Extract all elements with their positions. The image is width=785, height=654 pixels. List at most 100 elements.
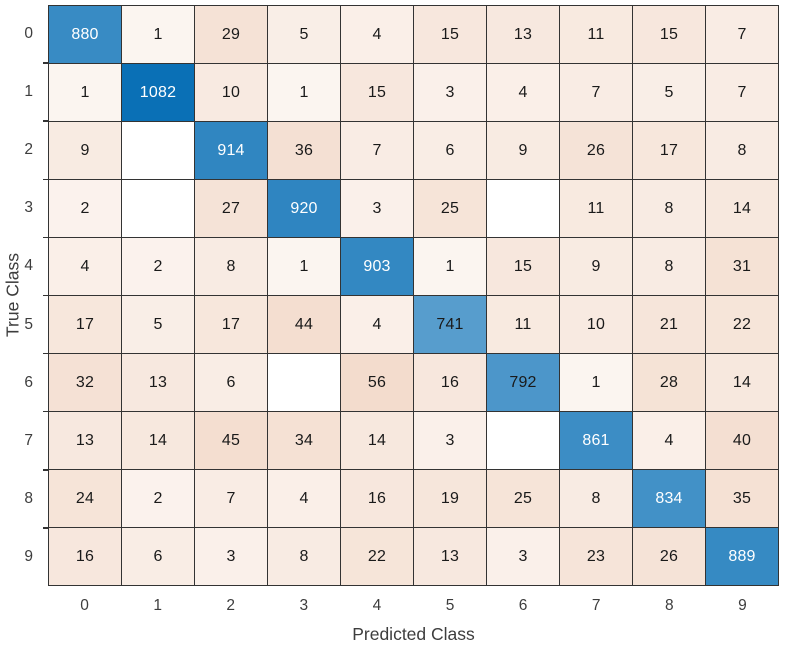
matrix-cell: 1 [268, 64, 340, 121]
x-tick-label: 5 [445, 597, 455, 614]
matrix-cell: 11 [487, 296, 559, 353]
x-tick-label: 1 [153, 597, 162, 614]
matrix-cell: 14 [122, 412, 194, 469]
x-tick-label: 0 [80, 597, 89, 614]
matrix-cell: 5 [633, 64, 705, 121]
matrix-cell-empty [487, 412, 559, 469]
matrix-cell: 4 [341, 6, 413, 63]
matrix-cell-empty [487, 180, 559, 237]
matrix-cell: 24 [49, 470, 121, 527]
matrix-cell: 22 [706, 296, 778, 353]
matrix-cell: 28 [633, 354, 705, 411]
matrix-cell: 834 [633, 470, 705, 527]
matrix-cell: 7 [341, 122, 413, 179]
y-tick-mark [43, 62, 48, 64]
matrix-cell: 8 [195, 238, 267, 295]
matrix-cell: 2 [49, 180, 121, 237]
y-tick-label: 8 [24, 489, 33, 507]
matrix-cell: 9 [487, 122, 559, 179]
matrix-cell: 35 [706, 470, 778, 527]
matrix-cell: 13 [414, 528, 486, 585]
matrix-cell: 17 [633, 122, 705, 179]
matrix-cell: 17 [195, 296, 267, 353]
y-tick-mark [43, 236, 48, 239]
matrix-cell: 1 [49, 64, 121, 121]
matrix-cell: 13 [487, 6, 559, 63]
matrix-cell: 920 [268, 180, 340, 237]
matrix-cell: 10 [560, 296, 632, 353]
matrix-cell: 3 [414, 64, 486, 121]
matrix-cell: 9 [560, 238, 632, 295]
matrix-cell: 4 [633, 412, 705, 469]
matrix-cell: 15 [487, 238, 559, 295]
matrix-cell-empty [122, 122, 194, 179]
matrix-cell: 2 [122, 470, 194, 527]
matrix-cell: 1 [414, 238, 486, 295]
matrix-cell: 21 [633, 296, 705, 353]
x-tick-label: 4 [372, 597, 382, 614]
x-tick-label: 7 [591, 597, 601, 614]
matrix-cell: 7 [560, 64, 632, 121]
matrix-cell: 2 [122, 238, 194, 295]
y-tick-mark [43, 294, 48, 297]
y-tick-label: 4 [24, 257, 33, 275]
matrix-cell-empty [268, 354, 340, 411]
matrix-cell: 40 [706, 412, 778, 469]
y-tick-mark [43, 178, 48, 181]
matrix-cell: 8 [560, 470, 632, 527]
matrix-cell: 861 [560, 412, 632, 469]
matrix-cell: 36 [268, 122, 340, 179]
matrix-cell: 7 [706, 6, 778, 63]
y-tick-mark [43, 469, 48, 471]
matrix-cell: 15 [414, 6, 486, 63]
matrix-cell: 14 [706, 180, 778, 237]
matrix-cell: 7 [195, 470, 267, 527]
matrix-cell: 16 [414, 354, 486, 411]
matrix-cell: 6 [195, 354, 267, 411]
y-tick-label: 2 [24, 141, 33, 159]
matrix-cell: 31 [706, 238, 778, 295]
matrix-cell: 15 [633, 6, 705, 63]
y-tick-label: 5 [24, 315, 33, 333]
x-tick-label: 6 [518, 597, 528, 614]
x-tick-label: 2 [226, 597, 236, 614]
matrix-cell: 32 [49, 354, 121, 411]
y-tick-label: 7 [24, 431, 33, 449]
y-axis-tick-labels: 0 1 2 3 4 5 6 7 8 9 [0, 5, 42, 586]
matrix-cell: 11 [560, 180, 632, 237]
matrix-cell: 25 [487, 470, 559, 527]
matrix-cell: 25 [414, 180, 486, 237]
x-axis-title: Predicted Class [352, 624, 475, 644]
x-axis-tick-labels: 0 1 2 3 4 5 6 7 8 9 [48, 594, 779, 618]
matrix-cell: 880 [49, 6, 121, 63]
matrix-cell-empty [122, 180, 194, 237]
matrix-cell: 10 [195, 64, 267, 121]
matrix-cell: 792 [487, 354, 559, 411]
matrix-cell: 3 [341, 180, 413, 237]
y-tick-label: 3 [24, 199, 33, 217]
matrix-cell: 44 [268, 296, 340, 353]
matrix-cell: 914 [195, 122, 267, 179]
matrix-cell: 6 [122, 528, 194, 585]
y-tick-mark [43, 410, 48, 413]
matrix-cell: 5 [122, 296, 194, 353]
matrix-cell: 34 [268, 412, 340, 469]
x-tick-label: 8 [664, 597, 674, 614]
matrix-cell: 4 [487, 64, 559, 121]
matrix-cell: 903 [341, 238, 413, 295]
x-tick-label: 3 [299, 597, 309, 614]
matrix-cell: 4 [268, 470, 340, 527]
y-tick-label: 1 [24, 83, 33, 101]
matrix-cell: 7 [706, 64, 778, 121]
matrix-cell: 3 [195, 528, 267, 585]
matrix-cell: 26 [560, 122, 632, 179]
matrix-cell: 889 [706, 528, 778, 585]
y-axis-tick-marks [43, 5, 48, 586]
matrix-cell: 14 [341, 412, 413, 469]
matrix-cell: 22 [341, 528, 413, 585]
y-tick-label: 0 [24, 25, 33, 43]
y-tick-mark [43, 120, 48, 122]
matrix-cell: 741 [414, 296, 486, 353]
matrix-cell: 8 [268, 528, 340, 585]
